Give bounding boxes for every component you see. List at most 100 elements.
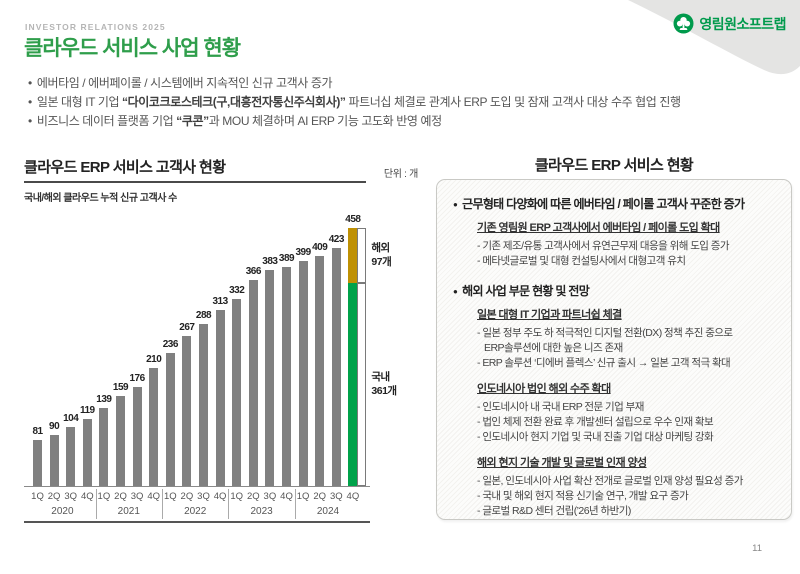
summary-bullet-1: • 에버타임 / 에버페이롤 / 시스템에버 지속적인 신규 고객사 증가 bbox=[28, 76, 333, 90]
quarter-tick-label: 4Q bbox=[80, 491, 94, 502]
panel-group: 인도네시아 법인 해외 수주 확대 - 인도네시아 내 국내 ERP 전문 기업 … bbox=[477, 380, 777, 445]
bar-4Q-2023 bbox=[282, 266, 291, 486]
group-item: - 메타넷글로벌 및 대형 컨설팅사에서 대형고객 유치 bbox=[477, 255, 686, 267]
quarter-tick-label: 2Q bbox=[47, 491, 61, 502]
section-bullet-icon: ● bbox=[453, 287, 458, 296]
year-separator bbox=[228, 489, 230, 519]
bar-3Q-2021 bbox=[132, 386, 142, 486]
section-heading: ● 해외 사업 부문 현황 및 전망 bbox=[453, 284, 590, 298]
bullet-dot-icon: • bbox=[28, 76, 32, 90]
bar-value-label: 332 bbox=[229, 284, 245, 296]
bar-value-label: 399 bbox=[295, 247, 312, 259]
bar-value-label: 210 bbox=[146, 353, 162, 365]
domestic-bracket bbox=[357, 282, 367, 486]
quarter-tick-label: 1Q bbox=[296, 491, 310, 502]
bar-3Q-2020 bbox=[66, 427, 76, 486]
bar-2Q-2024 bbox=[315, 255, 325, 486]
quarter-tick-label: 1Q bbox=[230, 491, 244, 502]
group-subheading: 일본 대형 IT 기업과 파트너쉽 체결 bbox=[477, 309, 622, 321]
bar-value-label: 236 bbox=[162, 339, 179, 351]
bar-value-label: 458 bbox=[345, 214, 361, 225]
group-item: - 인도네시아 현지 기업 및 국내 진출 기업 대상 마케팅 강화 bbox=[477, 431, 714, 443]
chart-title: 클라우드 ERP 서비스 고객사 현황 bbox=[24, 159, 226, 176]
group-subheading: 기존 영림원 ERP 고객사에서 에버타임 / 페이롤 도입 확대 bbox=[477, 222, 720, 234]
bar-value-label: 383 bbox=[262, 256, 278, 268]
panel-title: 클라우드 ERP 서비스 현황 bbox=[534, 157, 694, 174]
bar-value-label: 104 bbox=[63, 413, 79, 425]
bar-3Q-2024 bbox=[331, 247, 341, 486]
year-label-2020: 2020 bbox=[51, 506, 74, 517]
bar-value-label: 409 bbox=[312, 241, 328, 253]
year-separator bbox=[294, 489, 296, 519]
quarter-tick-label: 1Q bbox=[97, 491, 111, 502]
company-logo: 영림원소프트랩 bbox=[673, 13, 786, 34]
bar-3Q-2022 bbox=[199, 323, 208, 486]
bullet-dot-icon: • bbox=[28, 114, 32, 128]
bar-4Q-2021 bbox=[149, 367, 159, 486]
axis-bottom-rule bbox=[24, 521, 370, 523]
bar-value-label: 119 bbox=[79, 404, 95, 416]
bar-2Q-2020 bbox=[49, 435, 59, 486]
domestic-segment-label: 국내 361개 bbox=[371, 371, 397, 398]
year-separator bbox=[162, 489, 163, 519]
bar-3Q-2023 bbox=[265, 270, 275, 486]
bar-1Q-2023 bbox=[232, 298, 242, 486]
bar-value-label: 288 bbox=[195, 309, 212, 321]
quarter-tick-label: 2Q bbox=[246, 491, 260, 502]
group-item: - 일본, 인도네시아 사업 확산 전개로 글로벌 인재 양성 필요성 증가 bbox=[477, 475, 743, 487]
bar-final-domestic-segment bbox=[348, 282, 358, 486]
group-item: - 기존 제조/유통 고객사에서 유연근무제 대응을 위해 도입 증가 bbox=[477, 240, 730, 252]
bar-value-label: 366 bbox=[245, 265, 262, 277]
bar-final-overseas-segment bbox=[348, 228, 358, 283]
corner-decoration bbox=[628, 0, 800, 75]
quarter-tick-label: 1Q bbox=[163, 491, 177, 502]
chart-title-rule bbox=[24, 181, 366, 183]
quarter-tick-label: 3Q bbox=[263, 491, 277, 502]
bar-4Q-2022 bbox=[215, 309, 225, 486]
panel-group: 해외 현지 기술 개발 및 글로벌 인재 양성 - 일본, 인도네시아 사업 확산… bbox=[477, 454, 777, 519]
year-label-2023: 2023 bbox=[250, 506, 273, 517]
bar-value-label: 90 bbox=[49, 421, 60, 433]
logo-text: 영림원소프트랩 bbox=[699, 15, 786, 32]
quarter-tick-label: 4Q bbox=[147, 491, 161, 502]
section-bullet-icon: ● bbox=[453, 200, 458, 209]
bullet-dot-icon: • bbox=[28, 95, 32, 109]
summary-bullet-list: • 에버타임 / 에버페이롤 / 시스템에버 지속적인 신규 고객사 증가 • 일본 … bbox=[28, 74, 768, 131]
summary-bullet-2: • 일본 대형 IT 기업 “다이코크로스테크(구,대흥전자통신주식회사)” 파트… bbox=[28, 95, 681, 109]
bar-value-label: 139 bbox=[96, 393, 112, 405]
summary-bullet-3: • 비즈니스 데이터 플랫폼 기업 “쿠콘”과 MOU 체결하며 AI ERP 기… bbox=[28, 114, 442, 128]
year-separator bbox=[95, 489, 97, 519]
bar-value-label: 159 bbox=[112, 382, 129, 394]
quarter-tick-label: 1Q bbox=[31, 491, 44, 502]
page-number: 11 bbox=[752, 543, 762, 554]
quarter-tick-label: 4Q bbox=[280, 491, 293, 502]
quarter-tick-label: 4Q bbox=[213, 491, 227, 502]
quarter-tick-label: 3Q bbox=[329, 491, 343, 502]
bar-1Q-2021 bbox=[99, 407, 109, 486]
overseas-segment-label: 해외 97개 bbox=[371, 242, 392, 269]
group-subheading: 인도네시아 법인 해외 수주 확대 bbox=[477, 383, 611, 395]
x-axis-line bbox=[24, 486, 370, 487]
year-label-2022: 2022 bbox=[184, 506, 207, 517]
eyebrow-label: INVESTOR RELATIONS 2025 bbox=[25, 22, 166, 32]
overseas-bracket bbox=[357, 228, 367, 283]
quarter-tick-label: 2Q bbox=[114, 491, 127, 502]
bar-value-label: 176 bbox=[129, 372, 146, 384]
bar-2Q-2021 bbox=[116, 396, 125, 486]
panel-group: 기존 영림원 ERP 고객사에서 에버타임 / 페이롤 도입 확대 - 기존 제조… bbox=[477, 219, 777, 269]
chart-unit-label: 단위 : 개 bbox=[383, 169, 418, 180]
group-item: - 국내 및 해외 현지 적용 신기술 연구, 개발 요구 증가 bbox=[477, 490, 689, 502]
year-label-2021: 2021 bbox=[117, 506, 140, 517]
bar-value-label: 423 bbox=[328, 233, 345, 245]
cumulative-customers-bar-chart: 81 90 104 119 139 159 176 210 236 267 288 313 332 366… bbox=[24, 204, 426, 529]
group-item: - 인도네시아 내 국내 ERP 전문 기업 부재 bbox=[477, 401, 644, 413]
bar-1Q-2022 bbox=[165, 353, 175, 486]
bar-2Q-2023 bbox=[248, 279, 258, 486]
bar-value-label: 313 bbox=[212, 295, 229, 307]
group-subheading: 해외 현지 기술 개발 및 글로벌 인재 양성 bbox=[477, 457, 647, 469]
quarter-tick-label: 2Q bbox=[313, 491, 327, 502]
bar-value-label: 389 bbox=[278, 252, 295, 264]
panel-section-1: ● 근무형태 다양화에 따른 에버타임 / 페이롤 고객사 꾸준한 증가 기존 영림… bbox=[453, 195, 777, 269]
